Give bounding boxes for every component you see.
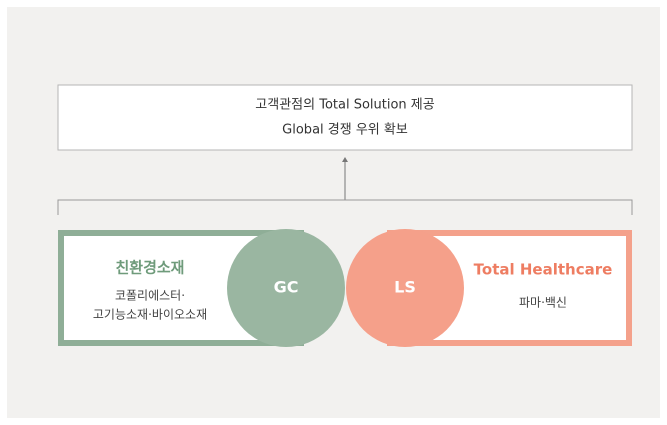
right-title: Total Healthcare	[474, 261, 613, 279]
top-line: 고객관점의 Total Solution 제공	[255, 98, 434, 113]
top-box	[57, 84, 633, 151]
background	[7, 7, 660, 418]
bracket	[57, 199, 633, 215]
arrow-head	[342, 157, 348, 162]
left-line: 고기능소재·바이오소재	[93, 308, 207, 322]
right-line: 파마·백신	[519, 296, 567, 310]
left-line: 코폴리에스터·	[115, 289, 185, 303]
circle-label: LS	[394, 278, 416, 297]
circle-label: GC	[274, 278, 299, 297]
ls-circle	[346, 229, 464, 347]
left-title: 친환경소재	[115, 259, 184, 277]
top-line: Global 경쟁 우위 확보	[282, 123, 408, 138]
gc-circle	[227, 229, 345, 347]
